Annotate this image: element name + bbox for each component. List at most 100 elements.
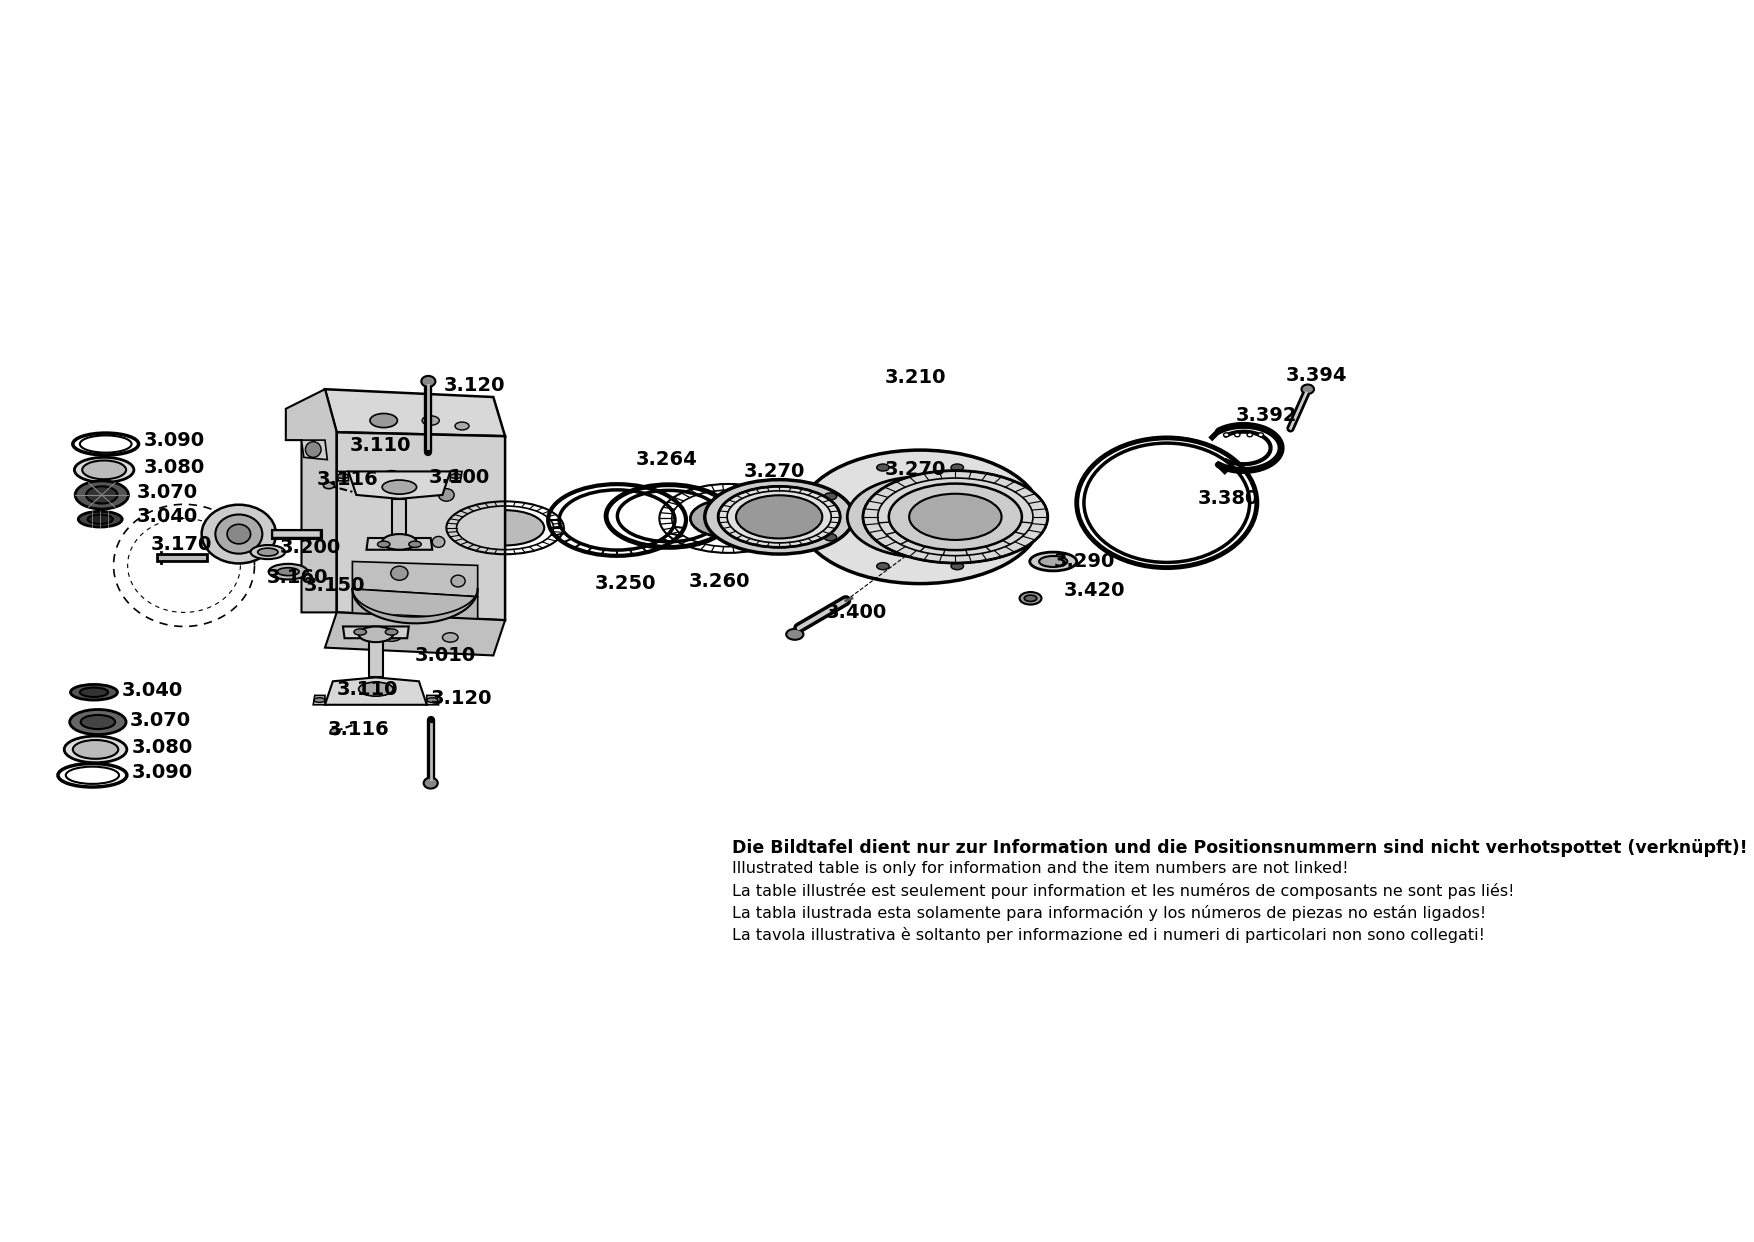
Ellipse shape bbox=[86, 487, 118, 503]
Ellipse shape bbox=[70, 709, 126, 734]
Text: 3.380: 3.380 bbox=[1198, 489, 1259, 508]
Ellipse shape bbox=[1024, 595, 1037, 601]
Text: 3.010: 3.010 bbox=[416, 646, 477, 664]
Ellipse shape bbox=[268, 564, 307, 580]
Ellipse shape bbox=[1301, 385, 1314, 394]
Ellipse shape bbox=[82, 461, 126, 479]
Ellipse shape bbox=[737, 496, 823, 539]
Ellipse shape bbox=[426, 698, 438, 703]
Text: 3.160: 3.160 bbox=[267, 568, 328, 586]
Polygon shape bbox=[344, 626, 409, 638]
Text: La tabla ilustrada esta solamente para información y los números de piezas no es: La tabla ilustrada esta solamente para i… bbox=[731, 905, 1486, 922]
Ellipse shape bbox=[451, 473, 461, 478]
Ellipse shape bbox=[370, 414, 398, 427]
Ellipse shape bbox=[909, 494, 1002, 540]
Ellipse shape bbox=[424, 777, 438, 789]
Text: 3.116: 3.116 bbox=[328, 720, 389, 739]
Ellipse shape bbox=[386, 628, 398, 635]
Ellipse shape bbox=[423, 416, 438, 425]
Ellipse shape bbox=[717, 487, 840, 548]
Text: 3.120: 3.120 bbox=[431, 689, 493, 708]
Text: 3.210: 3.210 bbox=[884, 368, 947, 388]
Ellipse shape bbox=[824, 493, 837, 501]
Text: Die Bildtafel dient nur zur Information und die Positionsnummern sind nicht verh: Die Bildtafel dient nur zur Information … bbox=[731, 840, 1747, 857]
Ellipse shape bbox=[277, 568, 300, 575]
Ellipse shape bbox=[889, 483, 1023, 550]
Ellipse shape bbox=[877, 563, 889, 570]
Ellipse shape bbox=[337, 473, 349, 478]
Text: 3.100: 3.100 bbox=[430, 468, 491, 487]
Text: 3.120: 3.120 bbox=[444, 376, 505, 395]
Text: 3.270: 3.270 bbox=[744, 462, 805, 481]
Polygon shape bbox=[451, 472, 461, 481]
Ellipse shape bbox=[65, 737, 126, 763]
Ellipse shape bbox=[886, 498, 954, 535]
Text: 3.090: 3.090 bbox=[132, 764, 193, 782]
Polygon shape bbox=[353, 561, 477, 596]
Polygon shape bbox=[353, 589, 477, 625]
Ellipse shape bbox=[202, 504, 275, 564]
Polygon shape bbox=[324, 677, 426, 704]
Text: 3.420: 3.420 bbox=[1063, 581, 1124, 600]
Ellipse shape bbox=[226, 524, 251, 544]
Ellipse shape bbox=[1247, 432, 1252, 437]
Polygon shape bbox=[353, 589, 477, 623]
Ellipse shape bbox=[323, 482, 335, 488]
Text: 3.110: 3.110 bbox=[337, 679, 398, 699]
Text: 3.260: 3.260 bbox=[689, 571, 751, 590]
Polygon shape bbox=[324, 612, 505, 656]
Ellipse shape bbox=[88, 514, 112, 524]
Ellipse shape bbox=[1038, 556, 1068, 566]
Text: 3.110: 3.110 bbox=[349, 436, 410, 455]
Ellipse shape bbox=[354, 628, 367, 635]
Polygon shape bbox=[349, 472, 451, 499]
Polygon shape bbox=[367, 538, 431, 550]
Text: La table illustrée est seulement pour information et les numéros de composants n: La table illustrée est seulement pour in… bbox=[731, 883, 1514, 899]
Ellipse shape bbox=[358, 682, 393, 697]
Ellipse shape bbox=[382, 481, 417, 494]
Ellipse shape bbox=[1019, 592, 1042, 605]
Text: 3.170: 3.170 bbox=[151, 535, 212, 554]
Ellipse shape bbox=[314, 698, 324, 703]
Text: 3.150: 3.150 bbox=[303, 576, 365, 595]
Text: 3.080: 3.080 bbox=[132, 738, 193, 756]
Ellipse shape bbox=[70, 684, 118, 700]
Ellipse shape bbox=[438, 488, 454, 502]
Ellipse shape bbox=[451, 575, 465, 587]
Ellipse shape bbox=[798, 450, 1042, 584]
Text: 3.070: 3.070 bbox=[130, 710, 191, 730]
Ellipse shape bbox=[847, 477, 993, 556]
Ellipse shape bbox=[330, 728, 340, 734]
Text: 3.040: 3.040 bbox=[121, 681, 182, 700]
Ellipse shape bbox=[381, 471, 402, 488]
Ellipse shape bbox=[705, 479, 854, 554]
Ellipse shape bbox=[216, 514, 263, 554]
Text: 3.250: 3.250 bbox=[595, 574, 656, 592]
Ellipse shape bbox=[381, 631, 402, 641]
Text: 3.264: 3.264 bbox=[637, 450, 698, 469]
Text: 3.290: 3.290 bbox=[1052, 551, 1114, 571]
Ellipse shape bbox=[74, 740, 118, 759]
Ellipse shape bbox=[442, 632, 458, 642]
Ellipse shape bbox=[431, 537, 446, 548]
Ellipse shape bbox=[467, 510, 544, 545]
Ellipse shape bbox=[1030, 553, 1077, 571]
Polygon shape bbox=[286, 389, 337, 612]
Circle shape bbox=[305, 442, 321, 457]
Ellipse shape bbox=[75, 481, 128, 509]
Ellipse shape bbox=[251, 545, 286, 559]
Ellipse shape bbox=[691, 499, 766, 538]
Text: 3.394: 3.394 bbox=[1286, 366, 1347, 385]
Ellipse shape bbox=[824, 534, 837, 540]
Text: 3.392: 3.392 bbox=[1237, 406, 1298, 425]
Polygon shape bbox=[314, 696, 324, 704]
Ellipse shape bbox=[377, 542, 389, 548]
Ellipse shape bbox=[1003, 534, 1016, 540]
Ellipse shape bbox=[877, 465, 889, 471]
Polygon shape bbox=[426, 696, 438, 704]
Ellipse shape bbox=[1258, 432, 1263, 437]
Ellipse shape bbox=[863, 471, 1047, 563]
Ellipse shape bbox=[382, 534, 417, 550]
Text: La tavola illustrativa è soltanto per informazione ed i numeri di particolari no: La tavola illustrativa è soltanto per in… bbox=[731, 928, 1486, 943]
Ellipse shape bbox=[421, 376, 435, 386]
